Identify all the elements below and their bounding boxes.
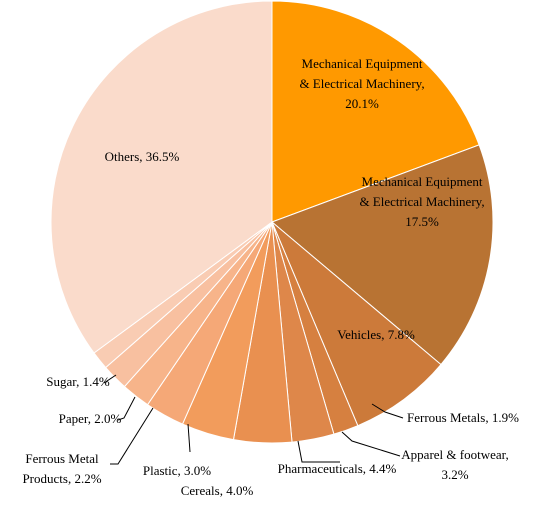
data-label: Pharmaceuticals, 4.4% xyxy=(278,461,397,476)
slice xyxy=(271,144,494,366)
leader-line xyxy=(103,374,117,384)
data-label: & Electrical Machinery, xyxy=(359,194,484,209)
leader-line xyxy=(297,440,340,463)
labels: Mechanical Equipment & Electrical Machine… xyxy=(22,56,519,498)
data-label: 17.5% xyxy=(405,214,439,229)
leader-line xyxy=(371,403,404,419)
leader-line xyxy=(187,423,191,453)
leader-line xyxy=(341,431,401,457)
slice xyxy=(271,0,480,223)
data-label: Others, 36.5% xyxy=(105,149,180,164)
data-label: Cereals, 4.0% xyxy=(181,483,254,498)
data-label: Mechanical Equipment xyxy=(362,174,483,189)
pie xyxy=(50,0,494,444)
data-label: Ferrous Metals, 1.9% xyxy=(407,410,519,425)
slice xyxy=(50,0,273,354)
leader-line xyxy=(110,407,154,465)
data-label: 20.1% xyxy=(345,96,379,111)
data-label: 3.2% xyxy=(441,467,468,482)
data-label: Paper, 2.0% xyxy=(59,411,122,426)
data-label: Products, 2.2% xyxy=(22,471,101,486)
leader-line xyxy=(117,396,136,421)
data-label: & Electrical Machinery, xyxy=(299,76,424,91)
data-label: Mechanical Equipment xyxy=(302,56,423,71)
data-label: Apparel & footwear, xyxy=(401,447,508,462)
data-label: Vehicles, 7.8% xyxy=(337,327,415,342)
data-label: Plastic, 3.0% xyxy=(143,463,211,478)
data-label: Sugar, 1.4% xyxy=(46,374,110,389)
slice xyxy=(271,221,442,427)
data-label: Ferrous Metal xyxy=(25,451,99,466)
leader-lines xyxy=(103,374,404,465)
